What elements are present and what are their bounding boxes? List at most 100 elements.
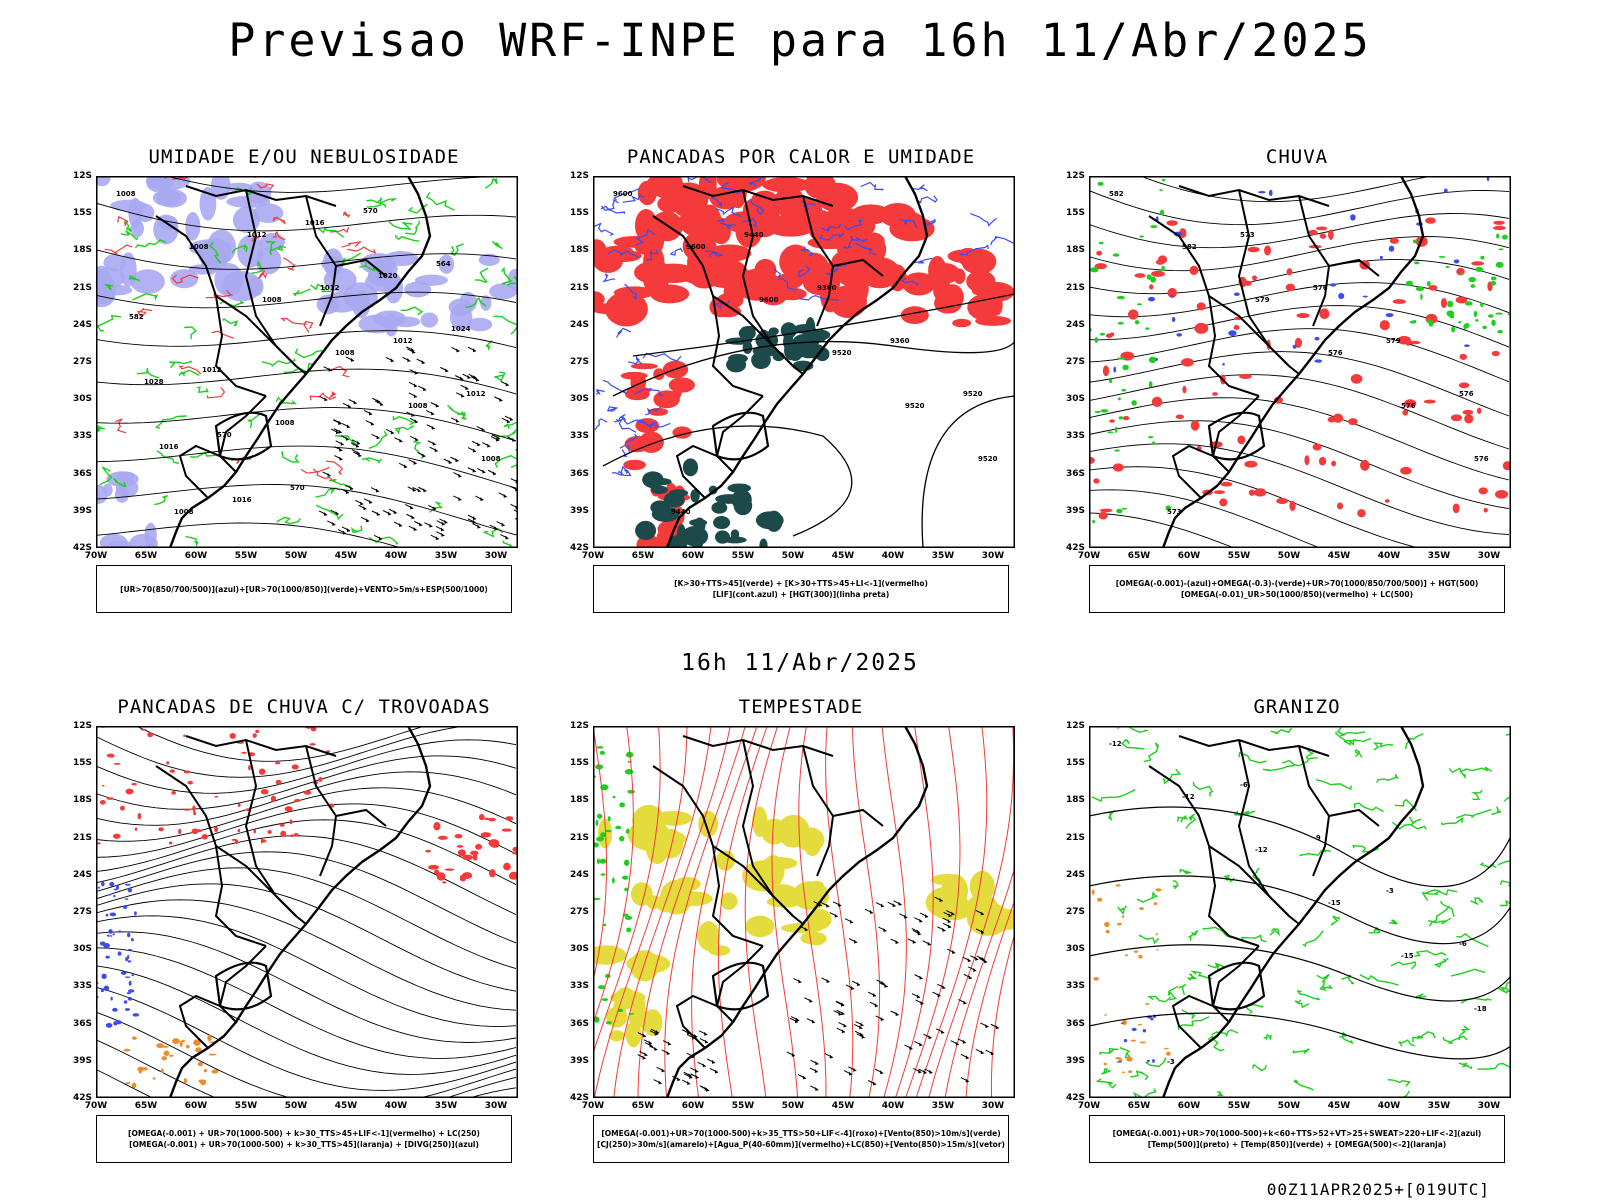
- mid-timestamp: 16h 11/Abr/2025: [681, 650, 919, 676]
- legend-line-2: [OMEGA(-0.001) + UR>70(1000-500) + k>30_…: [129, 1140, 479, 1149]
- contour-label: 579: [1386, 337, 1401, 345]
- contour-label: 1012: [320, 284, 340, 292]
- contour-label: 570: [290, 484, 305, 492]
- panel-legend: [OMEGA(-0.001)+UR>70(1000-500)+k>35_TTS>…: [593, 1115, 1009, 1163]
- lon-tick-label: 65W: [631, 551, 655, 561]
- contour-label: -12: [1182, 793, 1195, 801]
- lat-tick-label: 18S: [1065, 795, 1085, 806]
- lon-tick-label: 70W: [84, 1101, 108, 1111]
- lat-tick-label: 24S: [1065, 869, 1085, 880]
- contour-label: 1012: [202, 366, 222, 374]
- panel-pancadas-calor: PANCADAS POR CALOR E UMIDADE 9600 9600 960…: [561, 146, 1041, 626]
- contour-label: -3: [1386, 887, 1394, 895]
- contour-label: 1012: [466, 390, 486, 398]
- contour-label: 570: [363, 207, 378, 215]
- lat-tick-label: 21S: [72, 282, 92, 293]
- contour-label: 564: [436, 260, 451, 268]
- lon-tick-label: 50W: [284, 551, 308, 561]
- lon-tick-label: 55W: [1227, 1101, 1251, 1111]
- lon-tick-label: 60W: [184, 551, 208, 561]
- legend-line-1: [UR>70(850/700/500)](azul)+[UR>70(1000/8…: [120, 584, 488, 594]
- lat-tick-label: 42S: [1065, 543, 1085, 553]
- lat-tick-label: 27S: [569, 907, 589, 917]
- lat-tick-label: 15S: [569, 208, 589, 219]
- contour-label: 1008: [275, 419, 295, 427]
- lon-tick-label: 35W: [1427, 1101, 1451, 1111]
- contour-label: 576: [1328, 349, 1343, 357]
- lat-tick-label: 12S: [1065, 721, 1085, 731]
- lat-tick-label: 33S: [569, 981, 589, 992]
- lat-tick-label: 39S: [1065, 1055, 1085, 1066]
- lon-tick-label: 30W: [1477, 1101, 1501, 1111]
- lon-tick-label: 60W: [681, 1101, 705, 1111]
- contour-label: 9520: [978, 455, 998, 463]
- panel-title: TEMPESTADE: [738, 696, 864, 718]
- lon-tick-label: 50W: [1277, 551, 1301, 561]
- contour-label: -9: [1313, 834, 1321, 842]
- contour-label: -18: [1474, 1005, 1487, 1013]
- contour-label: 9600: [686, 243, 706, 251]
- contour-label: 582: [1182, 243, 1197, 251]
- lat-tick-label: 24S: [569, 869, 589, 880]
- lat-tick-label: 27S: [1065, 357, 1085, 367]
- lon-tick-label: 35W: [931, 551, 955, 561]
- lat-tick-label: 15S: [72, 208, 92, 219]
- lat-tick-label: 39S: [72, 505, 92, 516]
- contour-label: 570: [217, 431, 232, 439]
- lat-tick-label: 21S: [1065, 282, 1085, 293]
- panel-title: PANCADAS POR CALOR E UMIDADE: [626, 146, 976, 168]
- lat-tick-label: 33S: [72, 431, 92, 442]
- lon-tick-label: 50W: [781, 551, 805, 561]
- lat-tick-label: 33S: [569, 431, 589, 442]
- map-frame: 9600 9600 9600 9520 9520 9520 9440 9440 9360 9360…: [570, 171, 1015, 561]
- contour-label: 573: [1167, 508, 1182, 516]
- lat-tick-label: 21S: [569, 282, 589, 293]
- contour-label: 1024: [451, 325, 471, 333]
- legend-line-1: [OMEGA(-0.001) + UR>70(1000-500) + k>30_…: [128, 1129, 480, 1138]
- lat-tick-label: 36S: [1065, 468, 1085, 479]
- panel-umidade: UMIDADE E/OU NEBULOSIDADE 1008 1008 1008 10…: [64, 146, 544, 626]
- contour-label: -12: [1109, 740, 1122, 748]
- panel-chuva: CHUVA 582 582 579 576 576 576 573 573 576 579 576 1…: [1057, 146, 1537, 626]
- legend-line-2: [Temp(500)](preto) + [Temp(850)](verde) …: [1147, 1140, 1447, 1149]
- lon-tick-label: 65W: [134, 1101, 158, 1111]
- lat-tick-label: 36S: [72, 1018, 92, 1029]
- panel-legend: [UR>70(850/700/500)](azul)+[UR>70(1000/8…: [96, 565, 512, 613]
- lon-tick-label: 35W: [931, 1101, 955, 1111]
- contour-label: 576: [1313, 284, 1328, 292]
- lon-tick-label: 30W: [484, 551, 508, 561]
- map-frame: 12S 15S 18S 21S 24S 27S 30S 33S 36S 39S 42S 70W 65W 6…: [570, 721, 1015, 1111]
- contour-label: 9440: [671, 508, 691, 516]
- map-canvas: 1008 1008 1008 1008 1008 1008 1008 1012 1012 1012…: [96, 176, 518, 548]
- lon-tick-label: 45W: [831, 551, 855, 561]
- lat-tick-label: 36S: [1065, 1018, 1085, 1029]
- lon-tick-label: 50W: [1277, 1101, 1301, 1111]
- lon-tick-label: 60W: [184, 1101, 208, 1111]
- lat-tick-label: 24S: [72, 319, 92, 330]
- contour-label: 1008: [408, 402, 428, 410]
- lon-tick-label: 70W: [1077, 1101, 1101, 1111]
- lon-tick-label: 40W: [1377, 551, 1401, 561]
- lat-tick-label: 36S: [72, 468, 92, 479]
- lon-tick-label: 30W: [484, 1101, 508, 1111]
- lon-tick-label: 45W: [334, 1101, 358, 1111]
- lon-tick-label: 55W: [731, 551, 755, 561]
- lon-tick-label: 45W: [831, 1101, 855, 1111]
- lat-tick-label: 12S: [569, 721, 589, 731]
- lat-tick-label: 18S: [72, 245, 92, 256]
- map-canvas: -12 -12 -12 -15 -15 -18 -3 -6 -9 -3 -6: [1089, 726, 1511, 1098]
- lat-tick-label: 18S: [72, 795, 92, 806]
- legend-line-1: [K>30+TTS>45](verde) + [K>30+TTS>45+LI<-…: [674, 579, 928, 588]
- lat-tick-label: 42S: [72, 1093, 92, 1103]
- map-canvas: [96, 726, 518, 1098]
- lat-tick-label: 30S: [569, 394, 589, 405]
- lat-tick-label: 24S: [569, 319, 589, 330]
- panel-granizo: GRANIZO -12 -12 -12 -15 -15 -18 -3 -6 -9 -3 -6 12S 1…: [1057, 696, 1537, 1176]
- contour-label: 1016: [232, 496, 252, 504]
- lon-tick-label: 70W: [581, 1101, 605, 1111]
- contour-label: 9520: [963, 390, 983, 398]
- contour-label: 1008: [189, 243, 209, 251]
- contour-label: 1028: [144, 378, 164, 386]
- contour-label: 1016: [159, 443, 179, 451]
- contour-label: 582: [1109, 190, 1124, 198]
